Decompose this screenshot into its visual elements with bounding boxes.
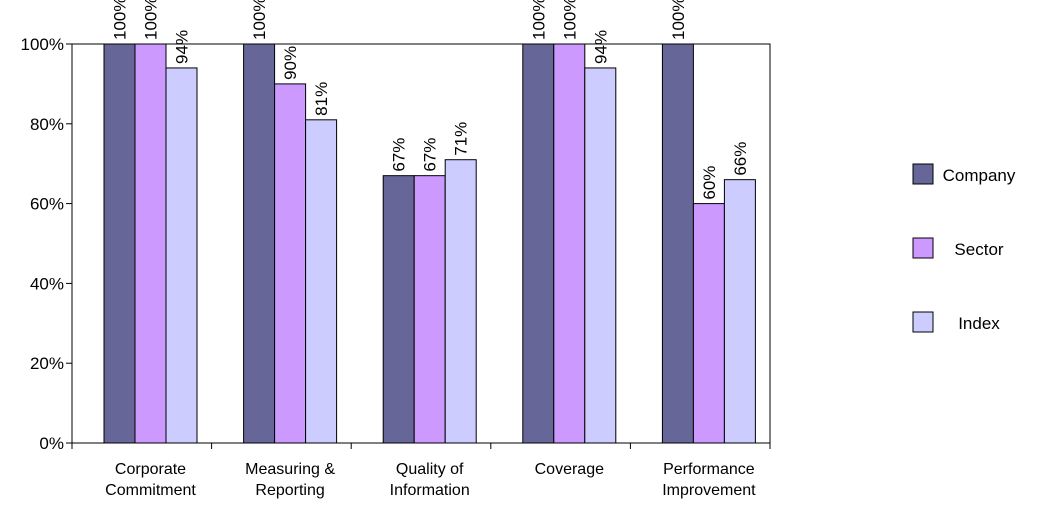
x-category-label: Commitment	[105, 482, 196, 499]
y-tick-label: 60%	[30, 195, 64, 214]
data-label: 100%	[111, 0, 130, 40]
data-label: 81%	[312, 82, 331, 116]
x-category-label: Coverage	[535, 461, 604, 478]
y-tick-label: 0%	[39, 434, 64, 453]
legend-label-sector: Sector	[954, 240, 1003, 259]
bar-company	[243, 43, 276, 444]
data-label: 100%	[560, 0, 579, 40]
bar-index	[723, 179, 756, 444]
data-label: 100%	[250, 0, 269, 40]
legend-label-company: Company	[943, 166, 1016, 185]
bar-index	[584, 67, 617, 444]
bar-company	[522, 43, 555, 444]
data-label: 100%	[669, 0, 688, 40]
x-category-label: Information	[390, 482, 470, 499]
data-label: 94%	[591, 30, 610, 64]
y-tick-label: 80%	[30, 115, 64, 134]
bar-index	[165, 67, 198, 444]
legend: Company Sector Index	[912, 163, 1016, 333]
data-label: 90%	[281, 46, 300, 80]
bar-sector	[413, 175, 446, 444]
data-label: 94%	[173, 30, 192, 64]
y-tick-label: 40%	[30, 274, 64, 293]
data-label: 67%	[390, 138, 409, 172]
data-label: 100%	[142, 0, 161, 40]
data-label: 67%	[421, 138, 440, 172]
data-label: 60%	[700, 166, 719, 200]
y-tick-label: 20%	[30, 354, 64, 373]
y-tick-label: 100%	[21, 35, 64, 54]
data-label: 71%	[452, 122, 471, 156]
bar-sector	[553, 43, 586, 444]
bar-index	[305, 119, 338, 444]
legend-swatch-index	[912, 311, 934, 333]
legend-swatch-sector	[912, 237, 934, 259]
legend-swatch-company	[912, 163, 934, 185]
x-category-label: Corporate	[115, 461, 186, 478]
x-category-label: Measuring &	[245, 461, 335, 478]
bar-company	[382, 175, 415, 444]
plot-area: 0% 20% 40% 60% 80% 100% 100% 100% 94% Corporate Co…	[21, 0, 771, 499]
bar-sector	[274, 83, 307, 444]
bar-company	[103, 43, 136, 444]
data-label: 66%	[731, 142, 750, 176]
legend-label-index: Index	[958, 314, 1000, 333]
bar-index	[444, 159, 477, 444]
data-label: 100%	[529, 0, 548, 40]
x-category-label: Performance	[663, 461, 755, 478]
bar-sector	[692, 203, 725, 444]
x-category-label: Improvement	[662, 482, 756, 499]
x-category-label: Quality of	[396, 461, 464, 478]
bar-sector	[134, 43, 167, 444]
bar-company	[661, 43, 694, 444]
x-category-label: Reporting	[255, 482, 324, 499]
